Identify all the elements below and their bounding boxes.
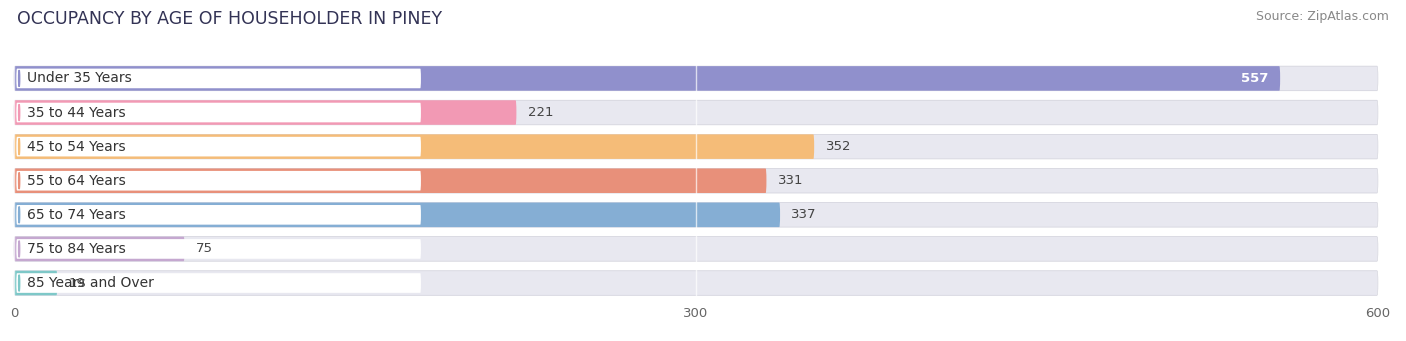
Text: 337: 337 (792, 208, 817, 221)
FancyBboxPatch shape (14, 66, 1378, 91)
FancyBboxPatch shape (17, 273, 420, 293)
FancyBboxPatch shape (14, 271, 1378, 295)
FancyBboxPatch shape (17, 69, 420, 88)
Text: 75 to 84 Years: 75 to 84 Years (27, 242, 125, 256)
Text: Source: ZipAtlas.com: Source: ZipAtlas.com (1256, 10, 1389, 23)
FancyBboxPatch shape (17, 171, 420, 191)
Text: 221: 221 (527, 106, 554, 119)
Text: 557: 557 (1241, 72, 1268, 85)
FancyBboxPatch shape (17, 137, 420, 157)
Text: 75: 75 (195, 242, 212, 255)
FancyBboxPatch shape (17, 239, 420, 259)
Text: 55 to 64 Years: 55 to 64 Years (27, 174, 125, 188)
Text: 35 to 44 Years: 35 to 44 Years (27, 105, 125, 120)
FancyBboxPatch shape (17, 103, 420, 122)
FancyBboxPatch shape (14, 168, 766, 193)
Text: Under 35 Years: Under 35 Years (27, 71, 131, 86)
FancyBboxPatch shape (14, 66, 1279, 91)
Text: 85 Years and Over: 85 Years and Over (27, 276, 153, 290)
FancyBboxPatch shape (14, 203, 780, 227)
FancyBboxPatch shape (14, 203, 1378, 227)
Text: 352: 352 (825, 140, 851, 153)
FancyBboxPatch shape (14, 100, 516, 125)
FancyBboxPatch shape (14, 271, 58, 295)
FancyBboxPatch shape (14, 134, 814, 159)
FancyBboxPatch shape (14, 237, 184, 261)
Text: 331: 331 (778, 174, 803, 187)
FancyBboxPatch shape (14, 100, 1378, 125)
FancyBboxPatch shape (14, 134, 1378, 159)
Text: OCCUPANCY BY AGE OF HOUSEHOLDER IN PINEY: OCCUPANCY BY AGE OF HOUSEHOLDER IN PINEY (17, 10, 441, 28)
Text: 19: 19 (69, 277, 86, 290)
FancyBboxPatch shape (17, 205, 420, 225)
Text: 65 to 74 Years: 65 to 74 Years (27, 208, 125, 222)
Text: 45 to 54 Years: 45 to 54 Years (27, 139, 125, 154)
FancyBboxPatch shape (14, 237, 1378, 261)
FancyBboxPatch shape (14, 168, 1378, 193)
